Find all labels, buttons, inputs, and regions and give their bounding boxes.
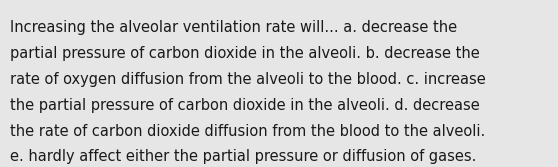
- Text: the partial pressure of carbon dioxide in the alveoli. d. decrease: the partial pressure of carbon dioxide i…: [10, 98, 480, 113]
- Text: rate of oxygen diffusion from the alveoli to the blood. c. increase: rate of oxygen diffusion from the alveol…: [10, 72, 486, 87]
- Text: the rate of carbon dioxide diffusion from the blood to the alveoli.: the rate of carbon dioxide diffusion fro…: [10, 124, 485, 139]
- Text: partial pressure of carbon dioxide in the alveoli. b. decrease the: partial pressure of carbon dioxide in th…: [10, 46, 480, 61]
- Text: Increasing the alveolar ventilation rate will... a. decrease the: Increasing the alveolar ventilation rate…: [10, 20, 457, 35]
- Text: e. hardly affect either the partial pressure or diffusion of gases.: e. hardly affect either the partial pres…: [10, 149, 477, 164]
